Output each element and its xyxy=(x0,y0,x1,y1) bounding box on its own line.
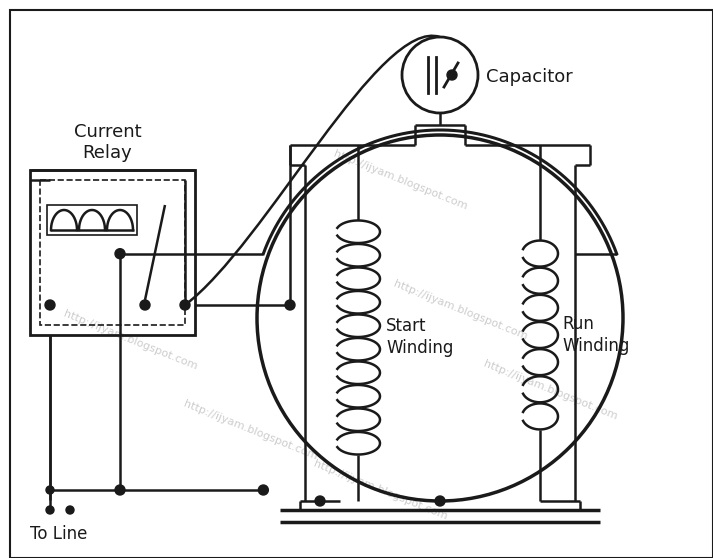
Text: http://ijyam.blogspot.com: http://ijyam.blogspot.com xyxy=(332,148,468,211)
Text: Capacitor: Capacitor xyxy=(486,68,573,86)
Text: http://ijyam.blogspot.com: http://ijyam.blogspot.com xyxy=(481,358,618,421)
Circle shape xyxy=(46,506,54,514)
Circle shape xyxy=(115,485,125,495)
Circle shape xyxy=(140,300,150,310)
Circle shape xyxy=(46,486,54,494)
Bar xyxy=(30,170,195,335)
Circle shape xyxy=(115,249,125,259)
Circle shape xyxy=(180,300,190,310)
Circle shape xyxy=(258,485,268,495)
Text: Start
Winding: Start Winding xyxy=(386,317,453,357)
Circle shape xyxy=(435,496,445,506)
Text: http://ijyam.blogspot.com: http://ijyam.blogspot.com xyxy=(391,278,528,341)
Circle shape xyxy=(45,300,55,310)
Text: Current
Relay: Current Relay xyxy=(73,123,141,162)
Text: http://ijyam.blogspot.com: http://ijyam.blogspot.com xyxy=(61,309,198,372)
Text: To Line: To Line xyxy=(30,525,88,543)
Text: Run
Winding: Run Winding xyxy=(562,315,630,355)
Bar xyxy=(40,180,185,325)
Bar xyxy=(47,205,137,235)
Circle shape xyxy=(447,70,457,80)
Text: http://ijyam.blogspot.com: http://ijyam.blogspot.com xyxy=(182,398,319,461)
Circle shape xyxy=(66,506,74,514)
Circle shape xyxy=(315,496,325,506)
Text: http://ijyam.blogspot.com: http://ijyam.blogspot.com xyxy=(312,459,448,522)
Circle shape xyxy=(285,300,295,310)
